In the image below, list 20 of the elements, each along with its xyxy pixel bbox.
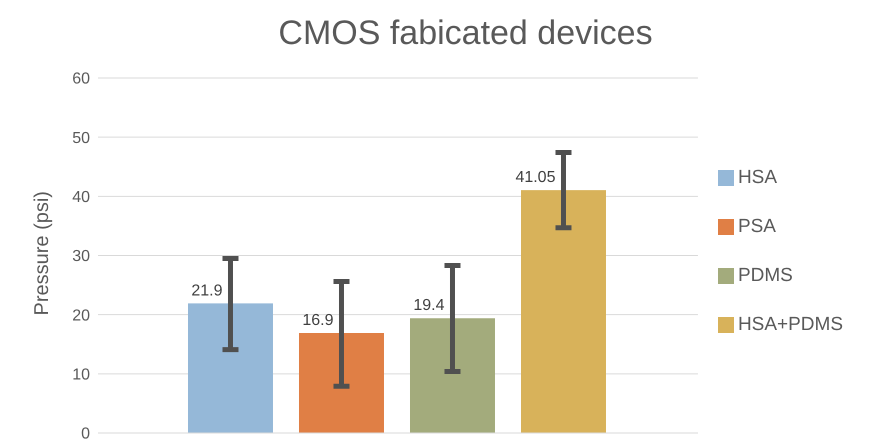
- chart-title: CMOS fabicated devices: [277, 13, 654, 54]
- y-tick-label: 10: [72, 366, 90, 384]
- y-axis-title: Pressure (psi): [31, 191, 54, 316]
- legend-label: HSA: [738, 166, 778, 188]
- legend-label: HSA+PDMS: [738, 314, 843, 334]
- data-label: 41.05: [515, 169, 556, 186]
- data-label: 19.4: [413, 297, 445, 314]
- bar: [188, 303, 273, 433]
- y-tick-label: 40: [72, 189, 90, 206]
- bar: [520, 190, 606, 433]
- y-tick-label: 60: [72, 70, 90, 88]
- legend-label: PSA: [738, 216, 776, 236]
- legend-label: PDMS: [738, 264, 793, 286]
- y-tick-label: 0: [81, 426, 90, 443]
- y-tick-label: 30: [72, 248, 90, 266]
- y-tick-label: 50: [72, 130, 90, 147]
- bar: [410, 318, 495, 433]
- data-label: 16.9: [302, 312, 334, 330]
- data-label: 21.9: [191, 282, 223, 300]
- y-tick-label: 20: [72, 307, 90, 324]
